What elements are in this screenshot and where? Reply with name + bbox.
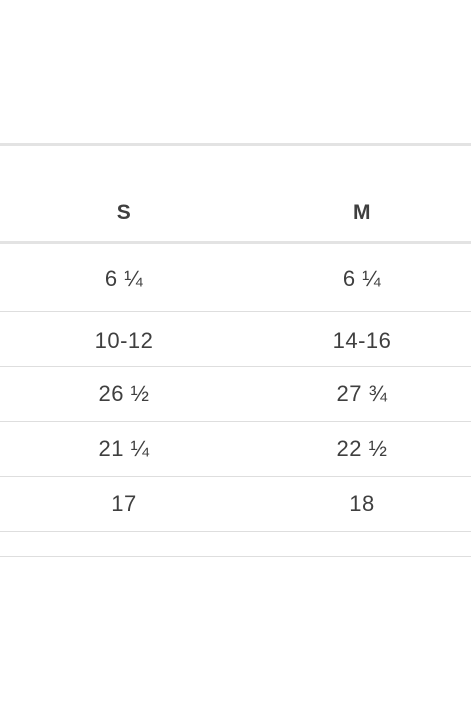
- table-cell-m: 14-16: [332, 327, 392, 353]
- table-row: 17 18: [0, 477, 471, 532]
- table-cell-s: 21 ¼: [98, 436, 150, 461]
- table-row: [0, 532, 471, 557]
- table-cell-s: 10-12: [94, 327, 154, 353]
- table-cell-s: 17: [111, 491, 137, 516]
- column-header-m: M: [353, 201, 371, 224]
- table-cell-m: [262, 532, 462, 556]
- table-cell-s: [24, 532, 224, 556]
- table-header-row: S M: [0, 146, 471, 244]
- column-header-s: S: [116, 201, 132, 224]
- table-cell-s: 6 ¼: [104, 265, 144, 291]
- table-row: 21 ¼ 22 ½: [0, 422, 471, 477]
- table-cell-s: 26 ½: [98, 381, 150, 406]
- table-row: 6 ¼ 6 ¼: [0, 244, 471, 312]
- table-cell-m: 22 ½: [336, 436, 388, 461]
- table-cell-m: 6 ¼: [342, 265, 382, 291]
- table-row: 26 ½ 27 ¾: [0, 367, 471, 422]
- table-row: 10-12 14-16: [0, 312, 471, 367]
- table-cell-m: 27 ¾: [336, 381, 388, 406]
- table-top-border: [0, 143, 471, 146]
- table-cell-m: 18: [349, 491, 375, 516]
- size-table: S M 6 ¼ 6 ¼ 10-12 14-16 26 ½ 27 ¾ 21 ¼ 2…: [0, 146, 471, 557]
